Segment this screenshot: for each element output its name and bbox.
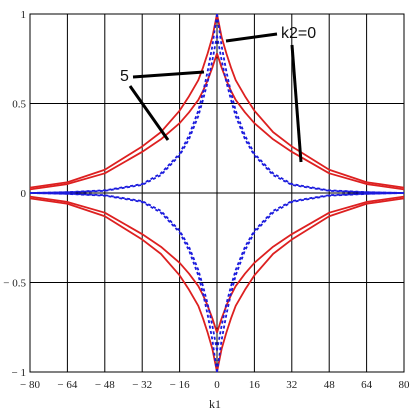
series-dashed-4-line xyxy=(216,192,405,351)
y-tick-label: − 0.5 xyxy=(3,278,26,290)
series-solid-1-line xyxy=(216,13,405,189)
series-solid-1-line xyxy=(216,197,405,373)
grid-layer xyxy=(29,13,405,373)
y-tick-label: 0 xyxy=(21,188,27,200)
x-tick-label: − 16 xyxy=(170,379,190,391)
series-dashed-3-line xyxy=(29,192,218,373)
series-solid-2-line xyxy=(29,195,218,333)
x-tick-label: − 32 xyxy=(132,379,152,391)
annotation-leader-k2-a xyxy=(225,32,278,43)
series-solid-1-line xyxy=(29,197,218,373)
series-dashed-4-line xyxy=(29,192,218,351)
annotation-leader-5-a xyxy=(132,70,205,79)
annotation-5: 5 xyxy=(120,68,129,85)
x-tick-label: − 80 xyxy=(20,379,40,391)
series-dashed-3-line xyxy=(216,13,405,194)
x-tick-label: − 48 xyxy=(95,379,115,391)
x-tick-label: 16 xyxy=(249,379,261,391)
x-axis-label: k1 xyxy=(209,397,221,411)
series-solid-2-line xyxy=(216,53,405,191)
y-tick-label: 1 xyxy=(21,9,27,21)
series-solid-2-line xyxy=(216,195,405,333)
y-tick-label: 0.5 xyxy=(12,99,26,111)
plot-layer xyxy=(29,13,405,373)
x-tick-label: 64 xyxy=(361,379,373,391)
annotation-leader-k2-b xyxy=(290,44,303,163)
series-dashed-4-line xyxy=(29,35,218,194)
series-dashed-4-line xyxy=(216,35,405,194)
series-dashed-3-line xyxy=(29,13,218,194)
x-tick-label: − 64 xyxy=(57,379,77,391)
annotation-leader-5-b xyxy=(128,85,170,141)
x-tick-label: 80 xyxy=(399,379,411,391)
series-solid-1-line xyxy=(29,13,218,189)
annotation-k2: k2=0 xyxy=(281,25,316,42)
x-tick-label: 48 xyxy=(324,379,336,391)
x-tick-label: 0 xyxy=(214,379,220,391)
y-tick-label: − 1 xyxy=(12,367,26,379)
x-tick-label: 32 xyxy=(286,379,297,391)
series-dashed-3-line xyxy=(216,192,405,373)
tick-label-layer: − 80 − 64 − 48 − 32 − 16 0 16 32 48 64 80 − 1 − 0.5 0… xyxy=(3,9,410,391)
annotation-layer: k2=0 5 xyxy=(120,25,316,163)
series-solid-2-line xyxy=(29,53,218,191)
